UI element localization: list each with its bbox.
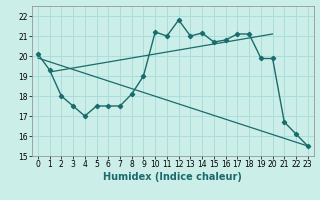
X-axis label: Humidex (Indice chaleur): Humidex (Indice chaleur): [103, 172, 242, 182]
